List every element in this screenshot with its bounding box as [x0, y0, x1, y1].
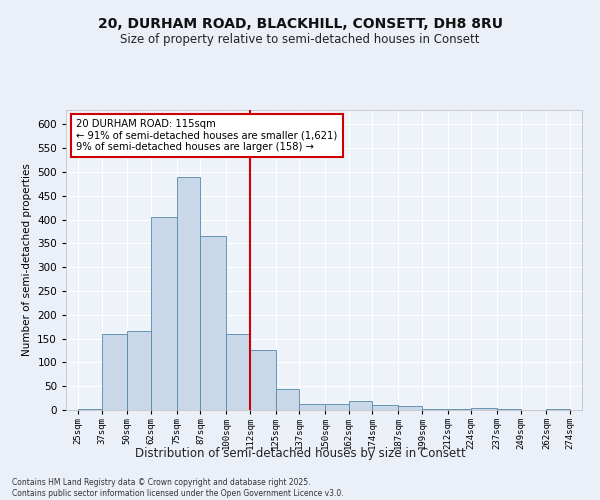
Text: Distribution of semi-detached houses by size in Consett: Distribution of semi-detached houses by … — [134, 448, 466, 460]
Bar — [127, 332, 151, 410]
Y-axis label: Number of semi-detached properties: Number of semi-detached properties — [22, 164, 32, 356]
Bar — [448, 409, 471, 410]
Bar — [422, 408, 448, 410]
Text: Contains HM Land Registry data © Crown copyright and database right 2025.
Contai: Contains HM Land Registry data © Crown c… — [12, 478, 344, 498]
Bar — [78, 409, 101, 410]
Bar — [226, 334, 250, 410]
Text: 20, DURHAM ROAD, BLACKHILL, CONSETT, DH8 8RU: 20, DURHAM ROAD, BLACKHILL, CONSETT, DH8… — [97, 18, 503, 32]
Bar — [200, 236, 226, 410]
Bar — [299, 404, 325, 410]
Bar — [547, 409, 570, 410]
Bar — [151, 217, 177, 410]
Bar — [325, 404, 349, 410]
Bar — [275, 388, 299, 410]
Bar — [373, 405, 398, 410]
Text: 20 DURHAM ROAD: 115sqm
← 91% of semi-detached houses are smaller (1,621)
9% of s: 20 DURHAM ROAD: 115sqm ← 91% of semi-det… — [76, 119, 338, 152]
Bar — [177, 176, 200, 410]
Bar — [349, 402, 373, 410]
Bar — [101, 334, 127, 410]
Bar — [398, 406, 422, 410]
Bar — [497, 409, 521, 410]
Bar — [250, 350, 275, 410]
Text: Size of property relative to semi-detached houses in Consett: Size of property relative to semi-detach… — [120, 32, 480, 46]
Bar — [471, 408, 497, 410]
